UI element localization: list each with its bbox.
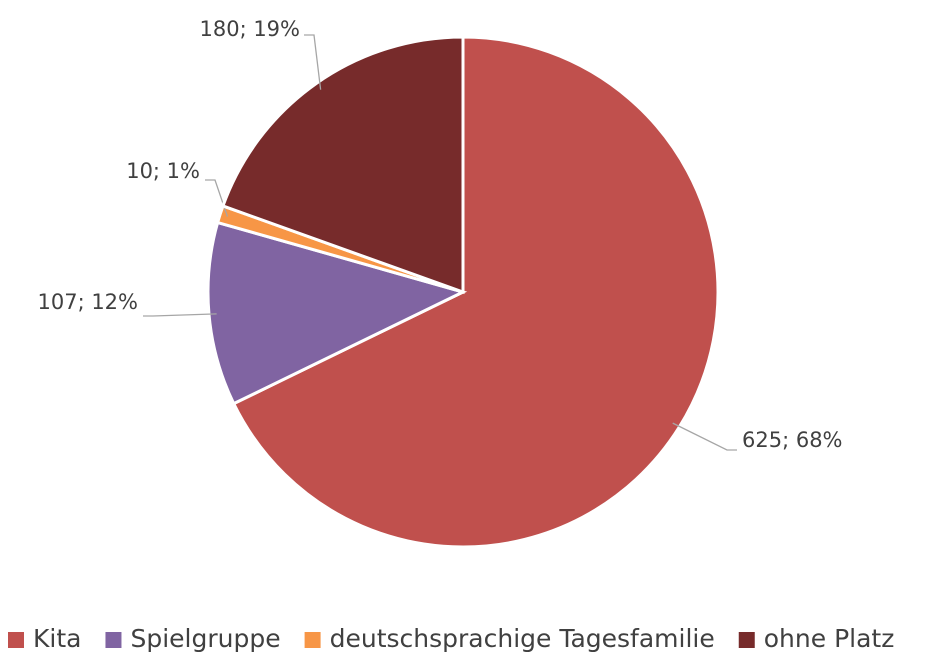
- leader-line: [304, 34, 322, 90]
- legend-label: deutschsprachige Tagesfamilie: [330, 624, 715, 653]
- legend-swatch: [738, 632, 755, 648]
- pie-slice: [231, 35, 720, 549]
- leader-line: [672, 422, 737, 451]
- data-label: 107; 12%: [37, 290, 138, 314]
- leader-line: [143, 313, 217, 317]
- data-label: 10; 1%: [126, 159, 200, 183]
- legend-swatch: [304, 632, 321, 648]
- legend-label: ohne Platz: [764, 624, 895, 653]
- pie-slice: [221, 35, 465, 295]
- legend-swatch: [105, 632, 122, 648]
- legend-swatch: [8, 632, 24, 648]
- legend-label: Kita: [33, 624, 81, 653]
- data-label: 625; 68%: [742, 428, 843, 452]
- data-label: 180; 19%: [199, 17, 300, 41]
- legend-label: Spielgruppe: [130, 624, 280, 653]
